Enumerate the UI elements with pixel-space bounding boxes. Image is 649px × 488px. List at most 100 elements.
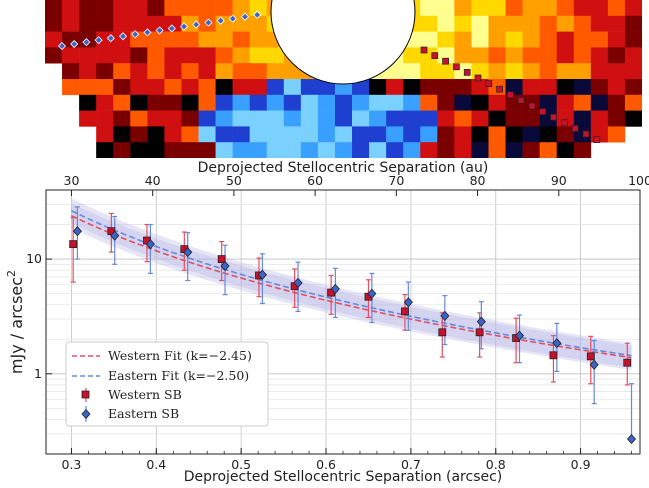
image-pixel (607, 126, 626, 143)
image-pixel (454, 142, 472, 158)
image-pixel (488, 0, 506, 17)
image-pixel (539, 63, 558, 80)
x-tick-label: 0.4 (146, 457, 166, 472)
fit-line (71, 214, 632, 359)
image-pixel (79, 110, 97, 127)
image-pixel (403, 126, 421, 143)
western-sb-marker (475, 328, 484, 337)
y-axis-label-main: mJy / arcsec (7, 277, 26, 374)
x-tick-label: 0.3 (62, 457, 82, 472)
eastern-sb-marker (589, 359, 599, 370)
image-pixel (488, 47, 506, 64)
image-pixel (249, 94, 268, 111)
eastern-trace-point (82, 38, 91, 47)
image-pixel (607, 94, 626, 111)
x2-tick-label: 30 (64, 173, 80, 188)
image-pixel (488, 31, 506, 48)
image-pixel (113, 126, 131, 143)
image-pixel (232, 31, 250, 48)
legend-eastern-sb-label: Eastern SB (108, 406, 179, 421)
image-pixel (505, 79, 523, 96)
fit-band (71, 203, 632, 370)
image-pixel (147, 142, 165, 158)
western-trace-point (431, 52, 439, 59)
western-trace-point (463, 69, 471, 76)
image-pixel (403, 110, 421, 127)
eastern-sb-marker (293, 277, 303, 288)
eastern-trace-point (228, 14, 237, 23)
image-pixel (96, 79, 114, 96)
image-pixel (164, 47, 182, 64)
image-pixel (334, 142, 353, 158)
image-pixel (607, 79, 626, 96)
image-pixel (130, 126, 148, 143)
eastern-trace-point (216, 16, 225, 25)
surface-brightness-plot: 0.3 0.4 0.5 0.6 0.7 0.8 0.9 30 40 50 60 70 80 90 100 1 1… (5, 160, 649, 485)
image-pixel (130, 79, 148, 96)
image-pixel (62, 79, 80, 96)
image-pixel (573, 63, 592, 80)
western-sb-marker (549, 351, 558, 360)
image-pixel (96, 15, 114, 32)
image-pixel (420, 0, 438, 17)
image-pixel (539, 15, 558, 32)
image-pixel (607, 15, 626, 32)
image-pixel (539, 0, 558, 17)
fit-band (71, 198, 632, 368)
image-pixel (590, 79, 609, 96)
image-pixel (403, 63, 421, 80)
image-pixel (215, 79, 233, 96)
image-pixel (471, 31, 489, 48)
image-pixel (130, 15, 148, 32)
image-pixel (147, 63, 165, 80)
image-pixel (539, 79, 558, 96)
legend: Western Fit (k=−2.45) Eastern Fit (k=−2.… (65, 341, 269, 427)
image-pixel (130, 63, 148, 80)
image-pixel (79, 15, 97, 32)
image-pixel (198, 142, 216, 158)
image-pixel (352, 142, 370, 158)
image-pixel (181, 126, 199, 143)
image-pixel (522, 142, 540, 158)
image-pixel (420, 126, 438, 143)
image-pixel (624, 63, 642, 80)
image-pixel (317, 126, 336, 143)
image-pixel (386, 110, 404, 127)
image-pixel (454, 15, 472, 32)
image-pixel (300, 94, 319, 111)
image-pixel (96, 94, 114, 111)
image-pixel (420, 63, 438, 80)
image-pixel (266, 110, 285, 127)
image-pixel (505, 63, 523, 80)
mask-circle (270, 0, 416, 85)
image-pixel (556, 94, 575, 111)
image-pixel (164, 142, 182, 158)
image-pixel (522, 126, 540, 143)
image-pixel (164, 110, 182, 127)
image-pixel (420, 31, 438, 48)
image-pixel (352, 126, 370, 143)
image-pixel (437, 47, 455, 64)
image-pixel (420, 15, 438, 32)
image-pixel (96, 31, 114, 48)
image-pixel (471, 142, 489, 158)
image-pixel (266, 142, 285, 158)
image-pixel (420, 79, 438, 96)
legend-eastern-fit-label: Eastern Fit (k=−2.50) (108, 368, 249, 383)
image-pixel (607, 110, 626, 127)
image-pixel (505, 15, 523, 32)
image-pixel (556, 79, 575, 96)
image-pixel (437, 110, 455, 127)
image-pixel (539, 94, 558, 111)
image-pixel (113, 94, 131, 111)
legend-eastern-sb-swatch (81, 406, 91, 422)
image-pixel (147, 47, 165, 64)
image-pixel (232, 126, 250, 143)
image-pixel (249, 110, 268, 127)
image-pixel (181, 142, 199, 158)
image-pixel (62, 47, 80, 64)
disk-image-panel (45, 0, 642, 158)
eastern-trace-point (179, 22, 189, 31)
data-markers (69, 226, 637, 445)
x-tick-label: 0.9 (571, 457, 591, 472)
